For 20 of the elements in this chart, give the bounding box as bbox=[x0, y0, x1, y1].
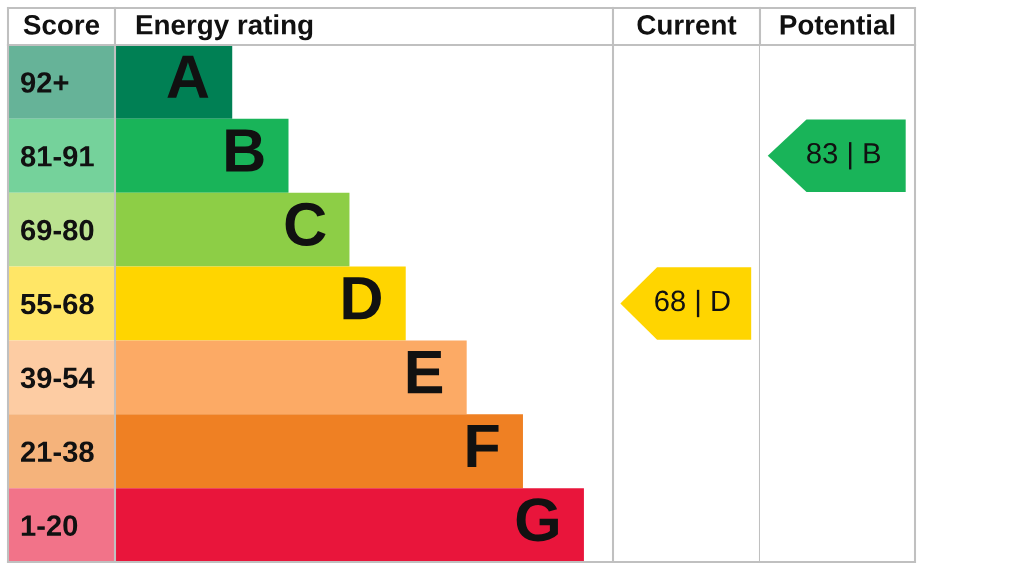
annotation: E bbox=[407, 351, 443, 394]
annotation: A bbox=[167, 55, 209, 98]
text: Potential bbox=[780, 14, 895, 35]
annotation: C bbox=[285, 202, 326, 247]
y-tick-label: 1-20 bbox=[21, 515, 78, 536]
y-tick-label: 69-80 bbox=[21, 219, 94, 241]
annotation: B bbox=[226, 129, 264, 172]
annotation: G bbox=[516, 498, 558, 542]
x-axis-title: Energy rating bbox=[136, 14, 313, 41]
y-tick-label: 55-68 bbox=[20, 293, 94, 315]
y-tick-label: 21-38 bbox=[21, 441, 94, 463]
text: Current bbox=[637, 15, 737, 35]
text: 68 | D bbox=[655, 289, 730, 318]
y-axis-title: Score bbox=[23, 15, 100, 35]
y-tick-label: 81-91 bbox=[20, 145, 94, 167]
y-tick-label: 39-54 bbox=[20, 367, 95, 389]
y-tick-label: 92+ bbox=[21, 72, 69, 93]
annotation: F bbox=[467, 424, 499, 468]
text: 83 | B bbox=[807, 142, 880, 170]
annotation: D bbox=[343, 277, 381, 320]
